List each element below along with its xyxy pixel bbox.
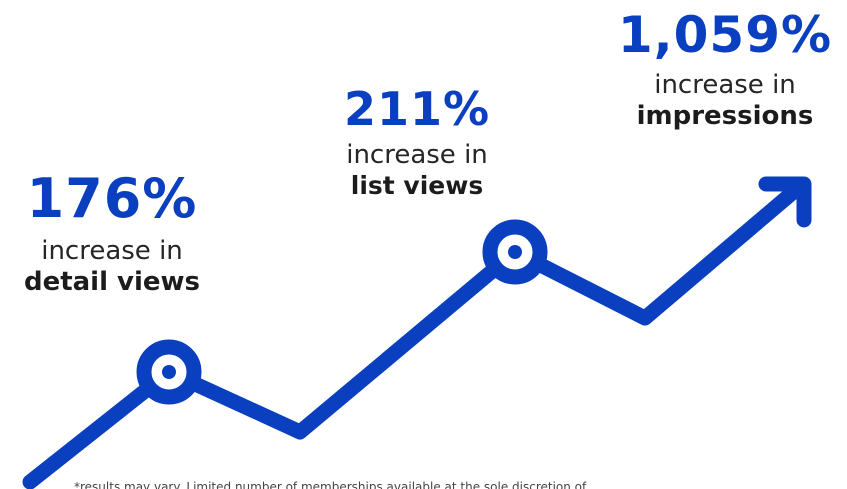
stat-lead-text: increase in bbox=[346, 140, 488, 170]
ring-marker bbox=[136, 339, 202, 405]
disclaimer-text: *results may vary. Limited number of mem… bbox=[74, 480, 587, 489]
stat-impressions: 1,059% increase in impressions bbox=[612, 10, 838, 129]
arrow-up-right-icon bbox=[758, 176, 812, 228]
stat-list-views: 211% increase in list views bbox=[322, 86, 512, 198]
stat-metric: impressions bbox=[636, 101, 814, 131]
stat-detail-views: 176% increase in detail views bbox=[8, 167, 216, 297]
ring-marker bbox=[482, 219, 548, 285]
stat-percent: 211% bbox=[343, 82, 491, 136]
stat-metric: detail views bbox=[23, 267, 201, 297]
stat-lead-text: increase in bbox=[41, 236, 183, 266]
stat-percent: 176% bbox=[26, 167, 198, 230]
stat-lead-text: increase in bbox=[654, 70, 796, 100]
stat-percent: 1,059% bbox=[617, 6, 833, 64]
stat-metric: list views bbox=[350, 171, 484, 200]
